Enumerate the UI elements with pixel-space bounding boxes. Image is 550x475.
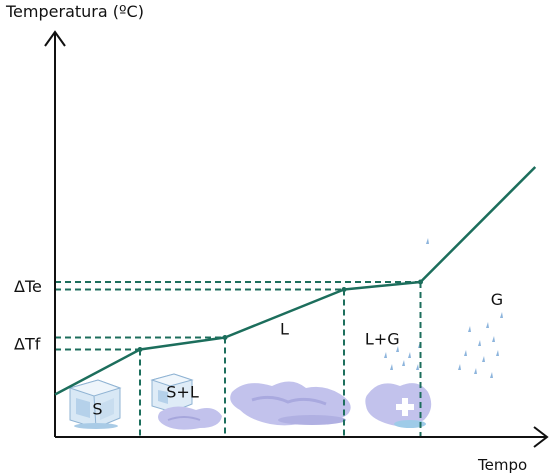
guide-lines — [55, 281, 422, 437]
breakpoint-2 — [222, 335, 228, 340]
reference-label-1: ΔTe — [14, 277, 42, 296]
region-label-0: S — [92, 400, 102, 419]
region-label-2: L — [280, 320, 289, 339]
x-axis-label: Tempo — [477, 456, 527, 474]
label-layer: ΔTf ΔTe S S+L L L+G G — [14, 277, 503, 419]
y-axis-label: Temperatura (ºC) — [5, 2, 144, 21]
vapor-droplets-icon — [458, 312, 503, 378]
series-layer — [54, 166, 537, 396]
ice-cube-icon — [68, 379, 122, 429]
heating-curve-line — [54, 166, 537, 396]
breakpoint-4 — [418, 279, 423, 285]
axes — [44, 30, 549, 448]
water-puddle-icon — [230, 381, 351, 426]
melting-ice-icon — [150, 373, 222, 430]
phase-illustrations — [68, 238, 503, 430]
region-label-1: S+L — [166, 383, 199, 402]
region-label-3: L+G — [365, 330, 400, 349]
y-axis-arrow-icon — [44, 30, 66, 47]
breakpoint-1 — [137, 347, 143, 352]
x-axis-arrow-icon — [533, 426, 549, 448]
evaporating-water-icon — [365, 238, 432, 428]
reference-label-0: ΔTf — [14, 335, 41, 354]
region-label-4: G — [491, 290, 503, 309]
breakpoint-3 — [341, 287, 347, 292]
